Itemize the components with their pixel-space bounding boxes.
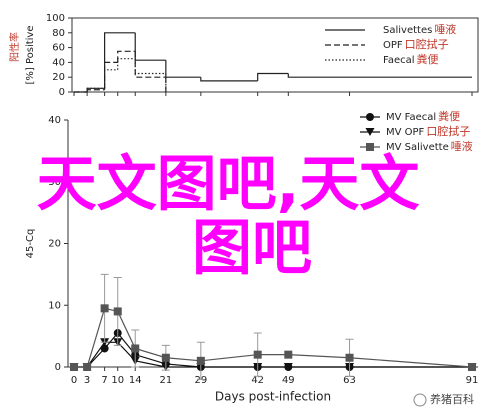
x-tick-label: 29 [194,375,207,386]
step-segment [104,32,136,89]
legend-label: Faecal [383,55,415,66]
y-tick-label: 20 [52,72,65,83]
step-segment [165,60,201,78]
step-segment [117,58,136,70]
legend-label: MV OPF [386,127,425,138]
step-segment [287,73,472,78]
marker [100,304,109,313]
x-tick-label: 91 [466,375,479,386]
watermark: 图吧 [192,214,312,284]
marker [283,363,293,371]
marker [161,353,170,362]
step-segment [200,77,258,82]
legend-label-cn: 唾液 [451,139,473,153]
legend-label: Salivettes [383,25,432,36]
x-tick-label: 10 [111,375,124,386]
marker [284,350,293,359]
step-segment [86,87,105,92]
step-segment [104,69,118,89]
plot-frame [71,17,479,93]
x-tick-label: 21 [159,375,172,386]
marker [366,113,374,121]
y-tick-label: 30 [48,177,61,188]
x-tick-label: 49 [282,375,295,386]
y-tick-label: 0 [59,87,65,98]
y-axis-label-cn: 阳性率 [8,32,21,62]
legend-label-cn: 粪便 [417,52,439,66]
marker [365,128,375,136]
marker [113,307,122,316]
x-tick-label: 14 [129,375,142,386]
logo-text: 养猪百科 [430,392,474,406]
legend-label: MV Salivette [386,142,449,153]
marker [366,143,374,151]
marker [131,344,140,353]
marker [253,350,262,359]
step-segment [104,61,118,90]
legend-label-cn: 口腔拭子 [426,124,470,138]
x-tick-label: 3 [84,375,90,386]
x-tick-label: 0 [71,375,77,386]
legend-label: OPF [383,40,403,51]
step-segment [117,50,136,63]
marker [100,344,109,353]
step-segment [257,72,289,81]
legend-label: MV Faecal [386,112,436,123]
y-tick-label: 100 [46,13,65,24]
step-segment [134,58,166,75]
marker [83,363,92,371]
x-tick-label: 42 [251,375,264,386]
y-axis-label: 45-Cq [25,229,36,259]
watermark: 天文图吧,天文 [37,150,420,220]
legend-label-cn: 唾液 [434,22,456,36]
marker [468,363,476,371]
legend-label-cn: 粪便 [438,109,460,123]
y-tick-label: 40 [52,57,65,68]
x-axis-label: Days post-infection [215,390,331,404]
x-tick-label: 7 [101,375,107,386]
logo-icon [413,393,427,407]
legend-label-cn: 口腔拭子 [405,37,449,51]
marker [345,353,354,362]
marker [196,356,205,365]
y-tick-label: 60 [52,43,65,54]
step-segment [134,51,166,78]
y-tick-label: 80 [52,28,65,39]
y-axis-label: [%] Positive [25,25,36,84]
step-segment [134,32,166,61]
marker [70,363,78,371]
y-tick-label: 0 [55,362,61,373]
x-tick-label: 63 [343,375,356,386]
y-tick-label: 10 [48,300,61,311]
y-tick-label: 20 [48,239,61,250]
y-tick-label: 40 [48,115,61,126]
